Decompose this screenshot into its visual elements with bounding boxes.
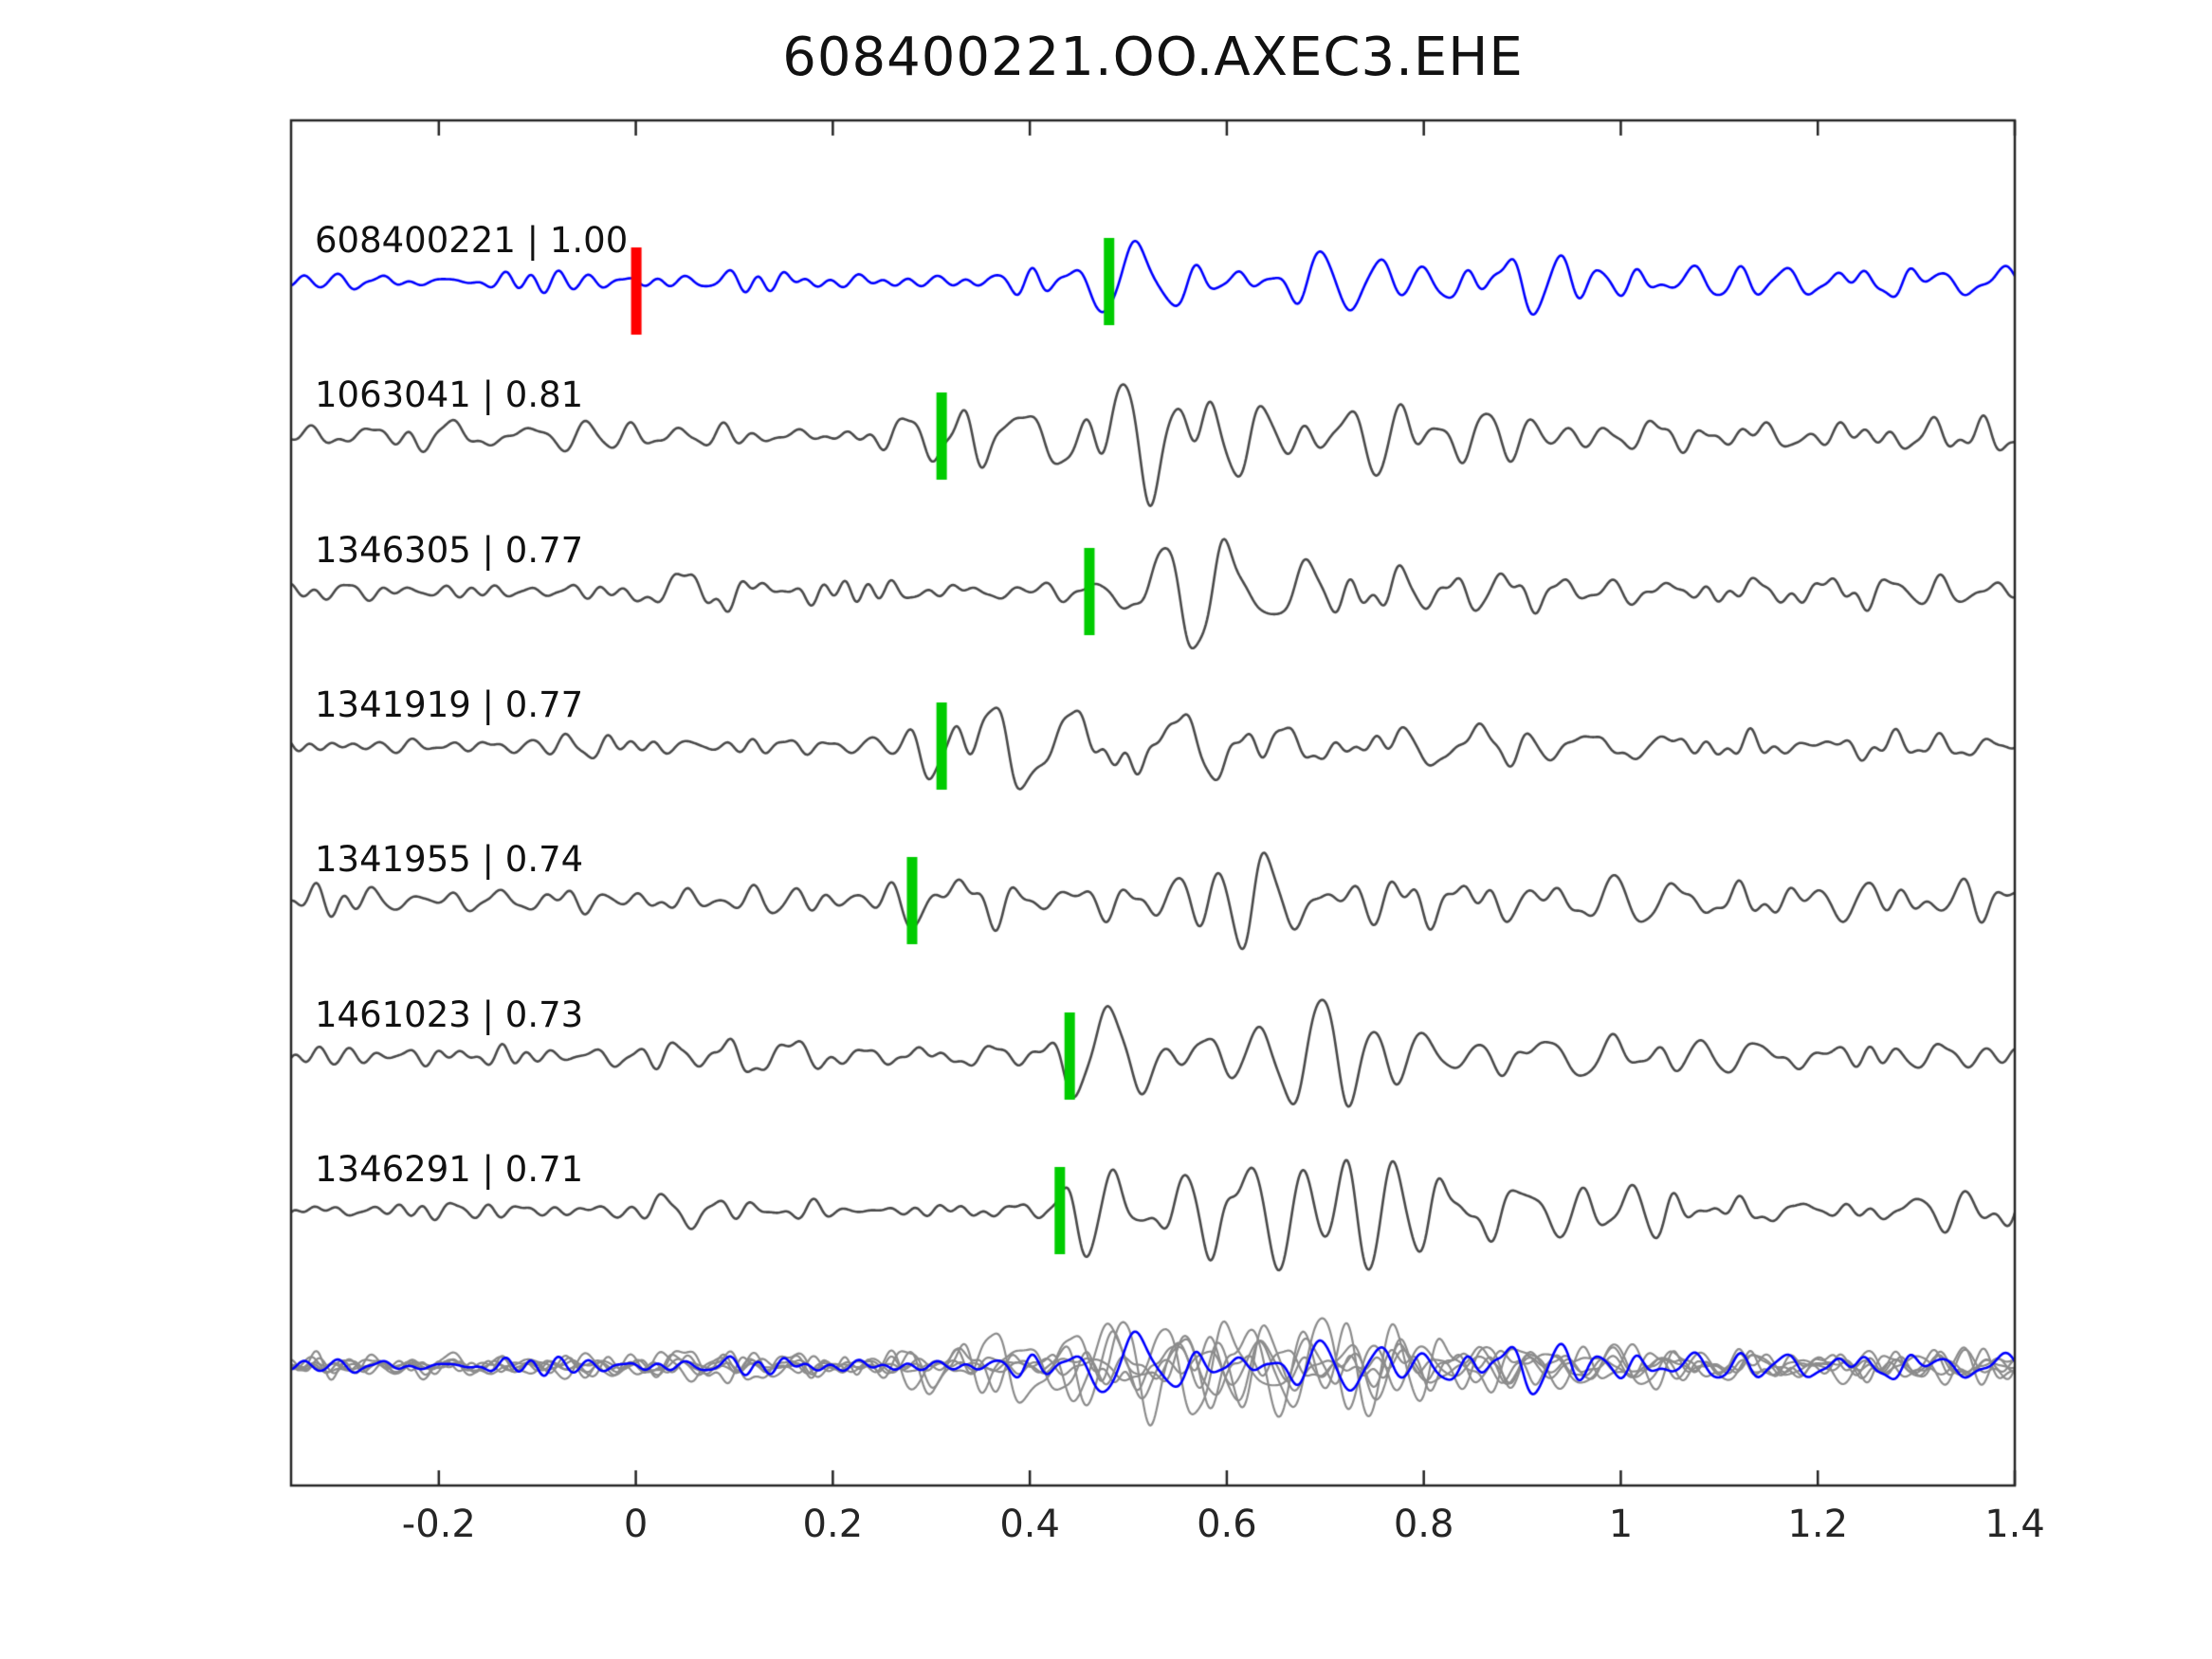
- x-tick-label-1.4: 1.4: [1984, 1503, 2045, 1546]
- x-tick-label-0.8: 0.8: [1393, 1503, 1454, 1546]
- trace-label-1341919: 1341919 | 0.77: [315, 684, 584, 725]
- trace-label-1346305: 1346305 | 0.77: [315, 530, 584, 571]
- figure-title: 608400221.OO.AXEC3.EHE: [782, 27, 1524, 88]
- trace-label-1346291: 1346291 | 0.71: [315, 1149, 584, 1190]
- x-tick-label-1: 1: [1608, 1503, 1634, 1546]
- trace-label-1461023: 1461023 | 0.73: [315, 994, 584, 1035]
- trace-label-608400221: 608400221 | 1.00: [315, 220, 629, 261]
- x-tick-label-0.2: 0.2: [802, 1503, 864, 1546]
- trace-label-1341955: 1341955 | 0.74: [315, 839, 584, 880]
- x-tick-label--0.2: -0.2: [401, 1503, 476, 1546]
- x-tick-label-1.2: 1.2: [1787, 1503, 1849, 1546]
- trace-label-1063041: 1063041 | 0.81: [315, 374, 584, 415]
- x-tick-label-0.4: 0.4: [999, 1503, 1060, 1546]
- x-tick-label-0.6: 0.6: [1197, 1503, 1257, 1546]
- x-tick-label-0: 0: [623, 1503, 649, 1546]
